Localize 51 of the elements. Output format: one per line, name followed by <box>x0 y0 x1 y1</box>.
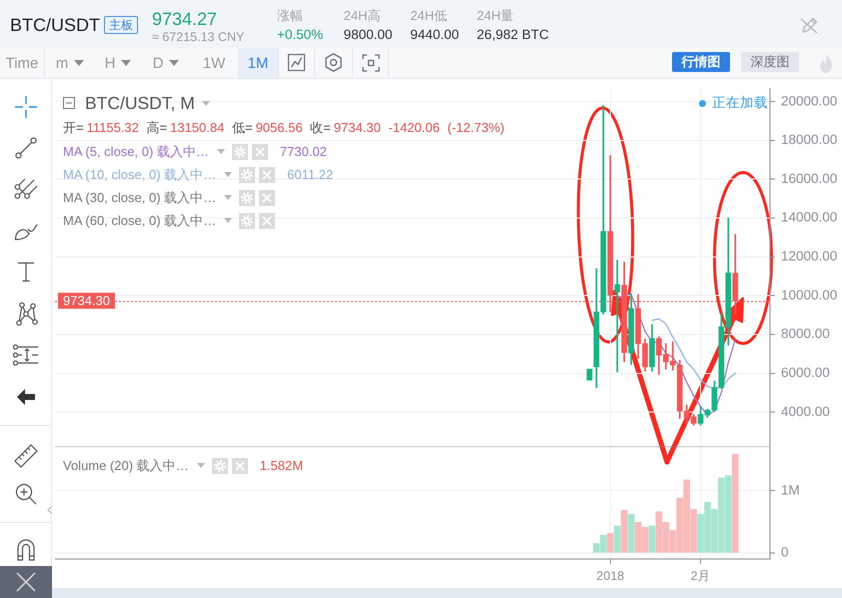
chart-title: BTC/USDT, M <box>85 92 195 114</box>
text: 1W <box>202 54 226 72</box>
badge: 主板 <box>104 16 138 34</box>
button: 行情图 <box>672 52 730 72</box>
y-tick-label: 20000.00 <box>781 93 838 108</box>
text: Time <box>6 54 38 72</box>
text: ≈ 67215.13 CNY <box>152 29 244 45</box>
y-tick-label: 12000.00 <box>781 248 838 264</box>
x-tick-label: 2月 <box>690 568 711 583</box>
text: 24H量 <box>476 7 515 25</box>
y-tick-label: 14000.00 <box>781 210 838 225</box>
text: 9800.00 <box>344 26 392 44</box>
text: 9440.00 <box>410 26 459 44</box>
y-tick-label: 6000.00 <box>781 364 830 380</box>
text: 24H高 <box>344 7 382 25</box>
x-tick-label: 2018 <box>596 568 624 583</box>
y-tick-label: 18000.00 <box>781 132 838 148</box>
tab: 1M <box>238 48 278 78</box>
bar <box>732 454 739 553</box>
bar <box>620 510 628 553</box>
text: 涨幅 <box>277 7 304 25</box>
text: m <box>56 54 68 72</box>
annotation: 1.582M <box>260 458 304 473</box>
bar <box>628 514 634 553</box>
text: +0.50% <box>277 26 324 44</box>
text: BTC/USDT <box>10 14 100 36</box>
annotation: 正在加载 <box>712 94 768 112</box>
text: MA (5, close, 0) 载入中… <box>63 142 209 160</box>
text: 24H低 <box>410 7 448 25</box>
annotation: 7730.02 <box>280 144 327 159</box>
text: 26,982 BTC <box>476 26 549 44</box>
button: 深度图 <box>741 52 799 72</box>
bar <box>607 533 614 553</box>
y-tick-label: 10000.00 <box>781 287 838 302</box>
ref-line-label: 9734.30 <box>63 292 110 308</box>
text: 开=11155.32 高=13150.84 低=9056.56 收=9734.30 -1420.06 (-12.73%) <box>63 120 504 135</box>
text: D <box>152 54 164 72</box>
y-tick-label: 0 <box>781 544 789 560</box>
y-tick-label: 4000.00 <box>781 404 830 419</box>
text: Volume (20) 载入中… <box>63 456 189 474</box>
y-tick-label: 1M <box>781 482 800 498</box>
bar <box>614 526 621 553</box>
text: H <box>104 54 116 72</box>
text: MA (10, close, 0) 载入中… <box>63 166 216 184</box>
annotation: 6011.22 <box>287 167 334 182</box>
bar <box>648 526 656 553</box>
y-tick-label: 8000.00 <box>781 326 830 342</box>
annotation: MA (30, close, 0) 载入中… <box>63 188 216 206</box>
text: 9734.27 <box>152 8 218 30</box>
y-tick-label: 16000.00 <box>781 170 838 186</box>
annotation: MA (60, close, 0) 载入中… <box>63 212 216 230</box>
